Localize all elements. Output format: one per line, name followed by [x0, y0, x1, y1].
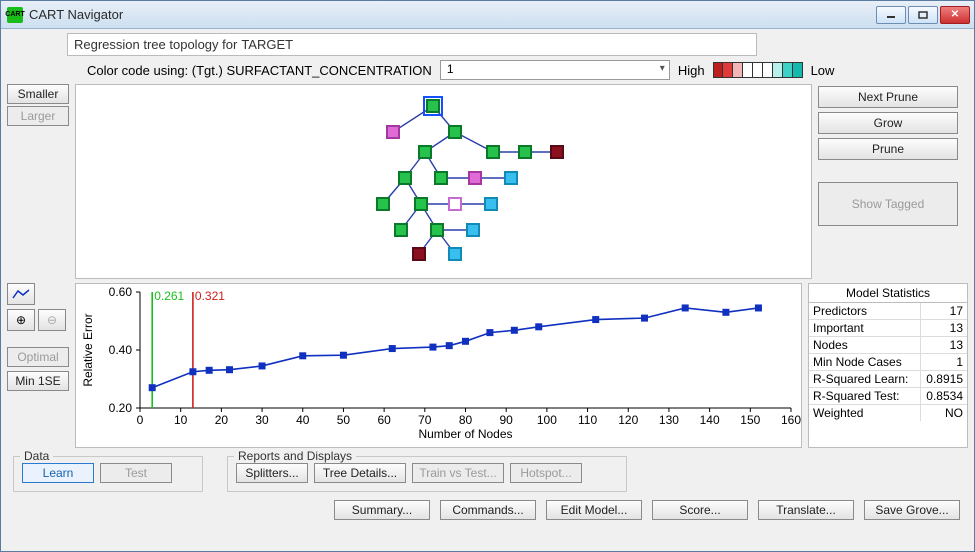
legend-high-label: High: [678, 63, 705, 78]
next-prune-button[interactable]: Next Prune: [818, 86, 958, 108]
svg-text:120: 120: [618, 413, 638, 427]
titlebar: CART CART Navigator ✕: [1, 1, 974, 29]
stats-row: R-Squared Test:0.8534: [809, 388, 967, 405]
colorcode-selected: 1: [447, 62, 454, 76]
stats-row: R-Squared Learn:0.8915: [809, 371, 967, 388]
colorcode-dropdown[interactable]: 1: [440, 60, 670, 80]
data-group: Data Learn Test: [13, 456, 203, 492]
tree-node[interactable]: [448, 197, 462, 211]
tree-topology-canvas[interactable]: [75, 84, 812, 279]
svg-text:0.40: 0.40: [109, 343, 133, 357]
app-window: CART CART Navigator ✕ Regression tree to…: [0, 0, 975, 552]
svg-text:60: 60: [377, 413, 391, 427]
svg-text:10: 10: [174, 413, 188, 427]
reports-group-label: Reports and Displays: [234, 449, 356, 463]
tree-node[interactable]: [504, 171, 518, 185]
app-icon: CART: [7, 7, 23, 23]
svg-text:100: 100: [537, 413, 557, 427]
caption-target: TARGET: [241, 37, 293, 52]
tree-node[interactable]: [414, 197, 428, 211]
svg-text:0: 0: [137, 413, 144, 427]
min1se-button[interactable]: Min 1SE: [7, 371, 69, 391]
tree-node[interactable]: [484, 197, 498, 211]
tree-node[interactable]: [386, 125, 400, 139]
svg-text:130: 130: [659, 413, 679, 427]
zoom-out-icon[interactable]: ⊖: [38, 309, 66, 331]
tree-node[interactable]: [394, 223, 408, 237]
model-statistics-panel: Model Statistics Predictors17Important13…: [808, 283, 968, 448]
tree-node[interactable]: [518, 145, 532, 159]
svg-text:110: 110: [578, 413, 597, 427]
stats-row: Important13: [809, 320, 967, 337]
edit-model-button[interactable]: Edit Model...: [546, 500, 642, 520]
stats-row: Min Node Cases1: [809, 354, 967, 371]
legend-low-label: Low: [811, 63, 835, 78]
svg-text:150: 150: [740, 413, 760, 427]
tree-node[interactable]: [434, 171, 448, 185]
tree-node[interactable]: [448, 125, 462, 139]
test-button[interactable]: Test: [100, 463, 172, 483]
tree-node[interactable]: [466, 223, 480, 237]
svg-text:0.261: 0.261: [154, 289, 184, 303]
svg-text:90: 90: [500, 413, 514, 427]
svg-text:30: 30: [255, 413, 269, 427]
train-vs-test-button[interactable]: Train vs Test...: [412, 463, 504, 483]
zoom-in-icon[interactable]: ⊕: [7, 309, 35, 331]
svg-text:Number of Nodes: Number of Nodes: [418, 427, 512, 441]
legend-swatches: [713, 62, 803, 78]
colorcode-label: Color code using: (Tgt.) SURFACTANT_CONC…: [87, 63, 432, 78]
tree-node[interactable]: [412, 247, 426, 261]
topology-caption: Regression tree topology for TARGET: [67, 33, 757, 56]
save-grove-button[interactable]: Save Grove...: [864, 500, 960, 520]
score-button[interactable]: Score...: [652, 500, 748, 520]
svg-text:140: 140: [700, 413, 720, 427]
svg-text:80: 80: [459, 413, 473, 427]
learn-button[interactable]: Learn: [22, 463, 94, 483]
larger-button[interactable]: Larger: [7, 106, 69, 126]
smaller-button[interactable]: Smaller: [7, 84, 69, 104]
tree-node[interactable]: [468, 171, 482, 185]
svg-text:70: 70: [418, 413, 432, 427]
grow-button[interactable]: Grow: [818, 112, 958, 134]
summary-button[interactable]: Summary...: [334, 500, 430, 520]
translate-button[interactable]: Translate...: [758, 500, 854, 520]
svg-text:0.321: 0.321: [195, 289, 225, 303]
tree-node[interactable]: [550, 145, 564, 159]
stats-row: WeightedNO: [809, 405, 967, 421]
maximize-button[interactable]: [908, 6, 938, 24]
data-group-label: Data: [20, 449, 53, 463]
tree-details-button[interactable]: Tree Details...: [314, 463, 406, 483]
svg-text:0.60: 0.60: [109, 285, 133, 299]
commands-button[interactable]: Commands...: [440, 500, 536, 520]
close-button[interactable]: ✕: [940, 6, 970, 24]
svg-text:0.20: 0.20: [109, 401, 133, 415]
tree-node[interactable]: [426, 99, 440, 113]
stats-row: Predictors17: [809, 303, 967, 320]
reports-group: Reports and Displays Splitters... Tree D…: [227, 456, 627, 492]
svg-text:Relative Error: Relative Error: [81, 313, 95, 386]
svg-text:40: 40: [296, 413, 310, 427]
error-chart[interactable]: 0.20 0.40 0.60 0 10 20 30 40 50 60 70 80 90 100 110 120…: [75, 283, 802, 448]
svg-text:160: 160: [781, 413, 801, 427]
chart-view-icon[interactable]: [7, 283, 35, 305]
minimize-button[interactable]: [876, 6, 906, 24]
tree-node[interactable]: [430, 223, 444, 237]
tree-node[interactable]: [418, 145, 432, 159]
svg-text:50: 50: [337, 413, 351, 427]
stats-header: Model Statistics: [809, 284, 967, 303]
tree-node[interactable]: [398, 171, 412, 185]
caption-prefix: Regression tree topology for: [74, 37, 237, 52]
window-title: CART Navigator: [29, 7, 123, 22]
svg-text:20: 20: [215, 413, 229, 427]
hotspot-button[interactable]: Hotspot...: [510, 463, 582, 483]
splitters-button[interactable]: Splitters...: [236, 463, 308, 483]
tree-node[interactable]: [486, 145, 500, 159]
optimal-button[interactable]: Optimal: [7, 347, 69, 367]
show-tagged-button[interactable]: Show Tagged: [818, 182, 958, 226]
tree-node[interactable]: [376, 197, 390, 211]
tree-node[interactable]: [448, 247, 462, 261]
prune-button[interactable]: Prune: [818, 138, 958, 160]
stats-row: Nodes13: [809, 337, 967, 354]
